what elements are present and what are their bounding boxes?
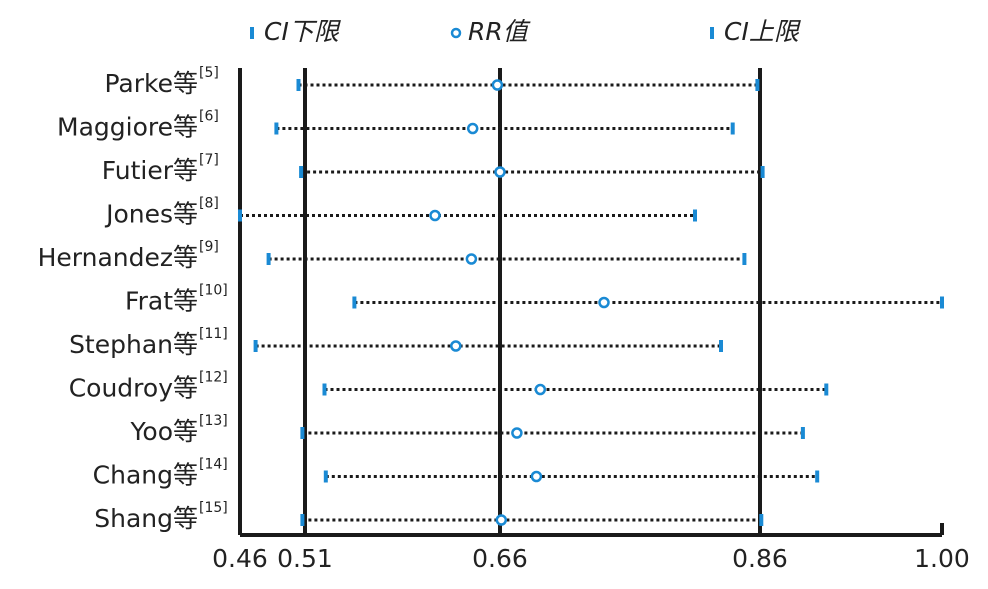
ci-upper	[760, 166, 765, 178]
row-label: Maggiore等	[57, 113, 198, 142]
ci-lower	[300, 514, 305, 526]
rr-point	[530, 470, 543, 483]
legend-marker	[250, 27, 254, 39]
rr-point	[598, 296, 610, 309]
row-ref: [12]	[199, 370, 228, 386]
rr-point	[495, 514, 508, 526]
ci-lower	[274, 122, 279, 135]
rr-point	[491, 79, 504, 91]
x-tick-label: 0.51	[277, 544, 333, 573]
row-ref: [13]	[199, 413, 228, 429]
legend-label: CI上限	[724, 17, 802, 46]
row-label: Frat等	[125, 287, 198, 316]
ci-upper	[815, 470, 820, 483]
rr-point	[494, 166, 506, 178]
ci-upper	[693, 209, 697, 222]
x-tick-label: 0.66	[472, 544, 528, 573]
ci-lower	[300, 427, 305, 439]
row-ref: [15]	[199, 500, 228, 516]
row-ref: [14]	[199, 457, 228, 473]
row-label: Hernandez等	[38, 243, 198, 272]
row-label: Coudroy等	[69, 374, 198, 403]
ci-upper	[800, 427, 805, 439]
ci-lower	[296, 79, 301, 91]
rr-point	[465, 253, 478, 265]
row-label: Futier等	[102, 156, 198, 185]
row-ref: [5]	[199, 65, 219, 81]
ci-lower	[352, 296, 357, 309]
legend-marker	[450, 27, 462, 39]
row-ref: [7]	[199, 152, 219, 168]
ci-lower	[238, 209, 242, 222]
legend-marker	[710, 27, 714, 39]
row-ref: [10]	[199, 283, 228, 299]
row-ref: [11]	[199, 326, 228, 342]
legend-label: RR值	[468, 17, 531, 46]
row-label: Stephan等	[69, 330, 198, 359]
row-label: Parke等	[104, 69, 198, 98]
ci-upper	[940, 296, 944, 309]
row-label: Jones等	[104, 200, 198, 229]
ci-upper	[742, 253, 747, 265]
ci-upper	[759, 514, 764, 526]
ci-lower	[299, 166, 304, 178]
ci-lower	[322, 383, 327, 396]
row-ref: [6]	[199, 109, 219, 125]
legend-label: CI下限	[264, 17, 342, 46]
ci-lower	[266, 253, 271, 265]
rr-point	[511, 427, 523, 439]
row-ref: [8]	[199, 196, 219, 212]
ci-upper	[755, 79, 760, 91]
row-label: Yoo等	[129, 417, 198, 446]
row-label: Shang等	[94, 504, 198, 533]
x-tick-label: 0.46	[212, 544, 268, 573]
row-ref: [9]	[199, 239, 219, 255]
ci-upper	[730, 122, 735, 135]
ci-upper	[824, 383, 829, 396]
row-label: Chang等	[93, 461, 198, 490]
ci-lower	[323, 470, 328, 483]
ci-upper	[719, 340, 723, 352]
rr-point	[534, 383, 547, 396]
x-tick-label: 1.00	[914, 544, 970, 573]
rr-point	[429, 209, 441, 222]
x-tick-label: 0.86	[732, 544, 788, 573]
ci-lower	[253, 340, 258, 352]
rr-point	[466, 122, 479, 135]
rr-point	[450, 340, 462, 352]
